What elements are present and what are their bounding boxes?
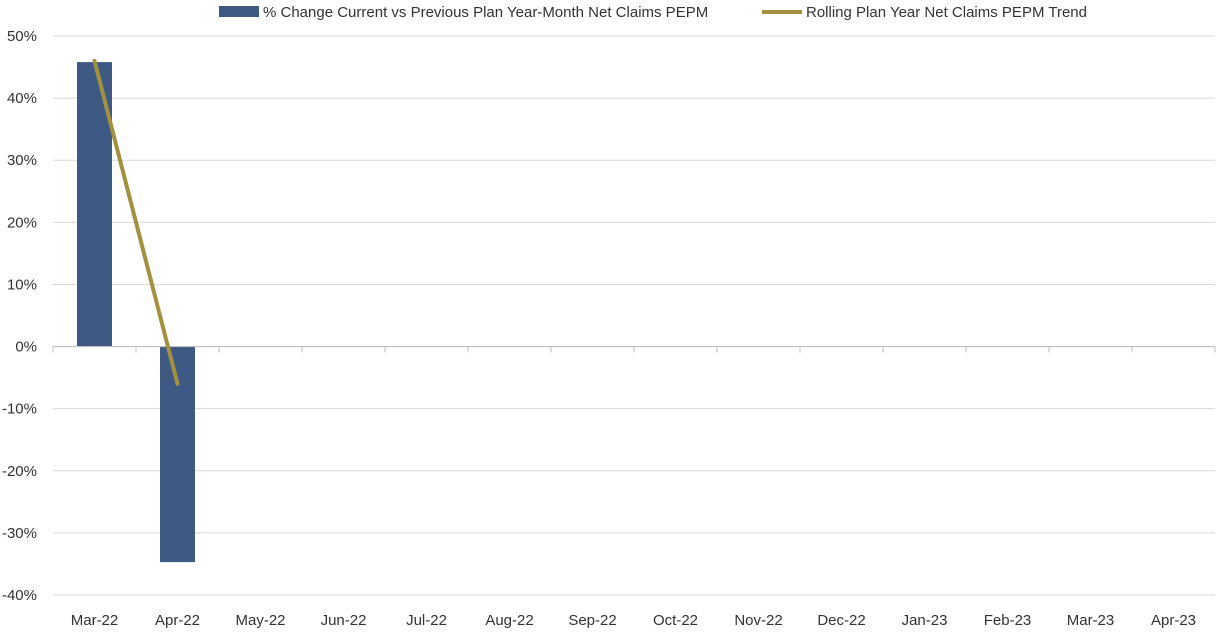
y-tick-label: 40% xyxy=(7,90,37,107)
y-tick-label: 20% xyxy=(7,214,37,231)
x-tick-label: Nov-22 xyxy=(734,612,782,629)
x-tick-label: May-22 xyxy=(235,612,285,629)
y-tick-label: 30% xyxy=(7,152,37,169)
x-tick-label: Jul-22 xyxy=(406,612,447,629)
gridlines xyxy=(53,35,1215,596)
x-tick-label: Apr-22 xyxy=(155,612,200,629)
x-tick-label: Dec-22 xyxy=(817,612,865,629)
trend-line-series xyxy=(92,58,180,386)
legend-line-label: Rolling Plan Year Net Claims PEPM Trend xyxy=(806,4,1087,21)
y-tick-label: -30% xyxy=(2,525,37,542)
y-tick-label: -20% xyxy=(2,463,37,480)
x-tick-label: Feb-23 xyxy=(984,612,1032,629)
x-axis xyxy=(52,345,1216,353)
x-tick-label: Oct-22 xyxy=(653,612,698,629)
y-tick-label: 10% xyxy=(7,276,37,293)
x-tick-label: Sep-22 xyxy=(568,612,616,629)
x-tick-label: Aug-22 xyxy=(485,612,533,629)
x-tick-label: Mar-22 xyxy=(71,612,119,629)
legend-bar-swatch xyxy=(219,6,259,17)
y-axis: 50% 40% 30% 20% 10% 0% -10% -20% -30% -40% xyxy=(2,28,37,604)
x-tick-label: Mar-23 xyxy=(1067,612,1115,629)
y-tick-label: 50% xyxy=(7,28,37,45)
chart-legend: % Change Current vs Previous Plan Year-M… xyxy=(219,4,1087,21)
y-tick-label: -40% xyxy=(2,587,37,604)
x-tick-label: Jan-23 xyxy=(902,612,948,629)
y-tick-label: -10% xyxy=(2,401,37,418)
legend-bar-label: % Change Current vs Previous Plan Year-M… xyxy=(263,4,708,21)
bar-series xyxy=(77,62,195,563)
trend-line xyxy=(92,58,180,386)
x-tick-label: Apr-23 xyxy=(1151,612,1196,629)
x-tick-label: Jun-22 xyxy=(321,612,367,629)
x-axis-labels: Mar-22 Apr-22 May-22 Jun-22 Jul-22 Aug-22 Sep-… xyxy=(71,612,1196,629)
y-tick-label: 0% xyxy=(15,339,37,356)
